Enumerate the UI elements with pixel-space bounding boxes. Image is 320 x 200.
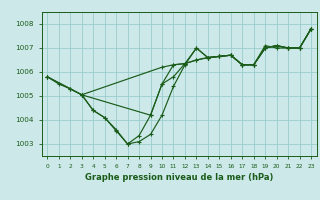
X-axis label: Graphe pression niveau de la mer (hPa): Graphe pression niveau de la mer (hPa): [85, 173, 273, 182]
